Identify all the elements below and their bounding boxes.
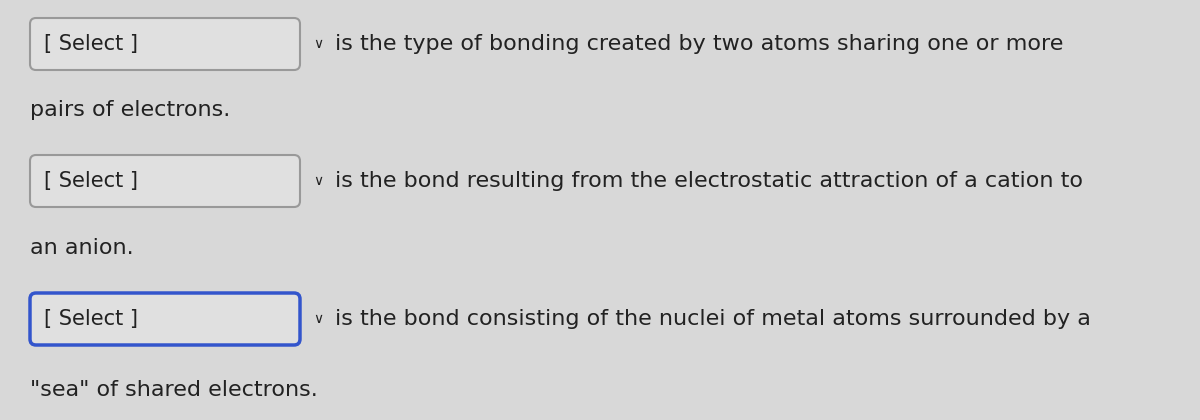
Text: [ Select ]: [ Select ] <box>44 34 138 54</box>
Text: ∨: ∨ <box>313 312 323 326</box>
Text: is the bond consisting of the nuclei of metal atoms surrounded by a: is the bond consisting of the nuclei of … <box>335 309 1091 329</box>
Text: an anion.: an anion. <box>30 238 133 258</box>
Text: pairs of electrons.: pairs of electrons. <box>30 100 230 120</box>
Text: is the bond resulting from the electrostatic attraction of a cation to: is the bond resulting from the electrost… <box>335 171 1084 191</box>
Text: "sea" of shared electrons.: "sea" of shared electrons. <box>30 380 318 400</box>
FancyBboxPatch shape <box>30 293 300 345</box>
FancyBboxPatch shape <box>30 18 300 70</box>
Text: ∨: ∨ <box>313 37 323 51</box>
Text: ∨: ∨ <box>313 174 323 188</box>
FancyBboxPatch shape <box>30 155 300 207</box>
Text: [ Select ]: [ Select ] <box>44 309 138 329</box>
Text: [ Select ]: [ Select ] <box>44 171 138 191</box>
Text: is the type of bonding created by two atoms sharing one or more: is the type of bonding created by two at… <box>335 34 1063 54</box>
